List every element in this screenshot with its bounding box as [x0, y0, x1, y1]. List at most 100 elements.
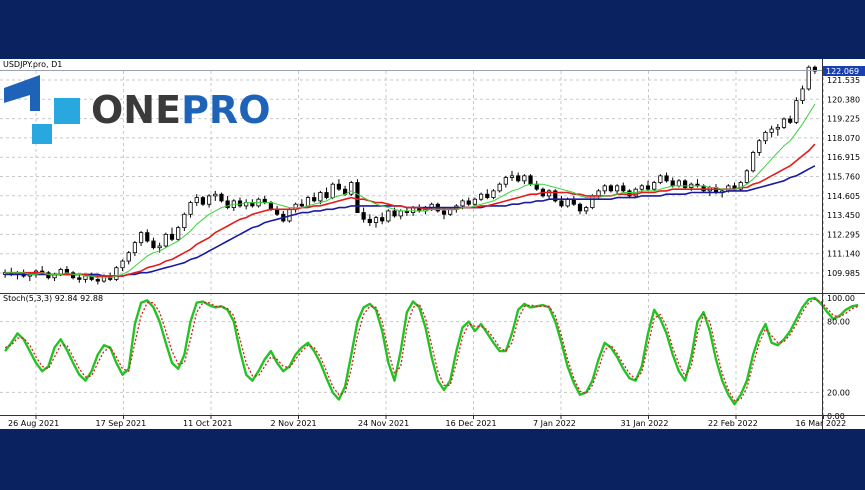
- candle-body: [46, 272, 51, 279]
- candle-body: [200, 197, 206, 205]
- candle-body: [769, 128, 774, 133]
- axes: 26 Aug 2021 17 Sep 2021 11 Oct 2021 2 Nov 2…: [8, 76, 860, 428]
- candle-body: [652, 182, 657, 190]
- candle-body: [145, 232, 150, 242]
- candle-body: [132, 242, 138, 254]
- xtick-label: 16 Mar 2022: [796, 419, 847, 428]
- xtick-label: 11 Oct 2021: [183, 419, 232, 428]
- price-tick-label: 112.295: [827, 230, 860, 239]
- stoch-signal-line: [4, 298, 859, 402]
- candle-body: [534, 183, 539, 190]
- svg-text:ONEPRO: ONEPRO: [91, 88, 271, 132]
- candle-body: [788, 118, 793, 123]
- moving-averages: [5, 103, 816, 279]
- candle-body: [627, 190, 632, 197]
- candle-body: [169, 233, 175, 240]
- candle-body: [349, 182, 354, 195]
- candle-body: [312, 197, 317, 202]
- logo-mark-blue: [4, 75, 40, 111]
- candle-body: [182, 213, 187, 229]
- candle-body: [213, 193, 218, 197]
- candle-body: [645, 185, 651, 190]
- candle-body: [682, 180, 688, 188]
- candle-body: [163, 233, 168, 247]
- candle-body: [386, 210, 391, 222]
- xtick-label: 26 Aug 2021: [8, 419, 59, 428]
- candle-body: [398, 210, 403, 217]
- candle-body: [639, 185, 644, 190]
- candle-body: [812, 66, 818, 72]
- logo-text-one: ONE: [91, 88, 181, 132]
- stoch-main-line: [4, 296, 859, 406]
- price-tick-label: 115.760: [827, 173, 860, 182]
- xtick-label: 7 Jan 2022: [533, 419, 576, 428]
- candle-body: [361, 212, 366, 220]
- candle-body: [120, 260, 125, 269]
- candle-body: [392, 210, 397, 217]
- candle-body: [219, 193, 224, 202]
- candle-body: [553, 190, 558, 202]
- price-tick-label: 114.605: [827, 192, 860, 201]
- candle-body: [95, 279, 100, 282]
- candle-body: [114, 267, 119, 280]
- candle-body: [577, 203, 583, 212]
- price-tick-label: 113.450: [827, 211, 860, 220]
- candle-body: [262, 198, 267, 203]
- stochastic-lines: [4, 296, 859, 406]
- candle-body: [584, 207, 589, 212]
- candle-body: [138, 232, 144, 244]
- candle-body: [77, 277, 82, 280]
- candle-body: [472, 198, 478, 205]
- candle-body: [380, 217, 385, 222]
- xtick-label: 24 Nov 2021: [358, 419, 409, 428]
- candle-body: [621, 185, 626, 192]
- candle-body: [614, 185, 620, 192]
- candle-body: [441, 210, 447, 215]
- candle-body: [355, 182, 360, 213]
- candle-body: [466, 200, 471, 205]
- price-tick-label: 111.140: [827, 250, 860, 259]
- logo-text-pro: PRO: [181, 88, 270, 132]
- candle-body: [318, 192, 323, 202]
- price-tick-label: 120.380: [827, 95, 860, 104]
- xtick-label: 31 Jan 2022: [621, 419, 669, 428]
- candle-body: [608, 185, 614, 192]
- candle-body: [194, 197, 199, 203]
- candle-body: [268, 202, 274, 210]
- logo: ONEPRO: [4, 75, 271, 144]
- stoch-tick-label: 20.00: [827, 388, 850, 397]
- candle-body: [658, 175, 663, 183]
- xtick-label: 22 Feb 2022: [708, 419, 758, 428]
- price-tick-label: 109.985: [827, 269, 860, 278]
- xtick-label: 17 Sep 2021: [96, 419, 147, 428]
- candle-body: [781, 118, 787, 128]
- candle-body: [70, 272, 76, 279]
- candle-body: [744, 170, 750, 183]
- candle-body: [670, 180, 675, 187]
- price-tick-label: 121.535: [827, 76, 860, 85]
- candle-body: [491, 190, 496, 198]
- price-tick-label: 116.915: [827, 153, 860, 162]
- candle-body: [176, 227, 181, 240]
- candle-body: [800, 88, 805, 102]
- grid: [0, 71, 824, 415]
- candle-body: [806, 66, 811, 90]
- candle-body: [602, 185, 607, 192]
- candle-body: [516, 175, 521, 182]
- candle-body: [188, 202, 193, 215]
- candle-body: [546, 190, 552, 197]
- ma-mid-line: [5, 143, 816, 277]
- candle-body: [757, 140, 762, 153]
- candle-body: [206, 195, 212, 205]
- ma-fast-line: [5, 103, 816, 279]
- candle-body: [478, 193, 484, 200]
- candle-body: [738, 182, 743, 190]
- candle-body: [367, 218, 372, 224]
- candle-body: [299, 203, 304, 207]
- candle-body: [305, 197, 311, 207]
- candle-body: [460, 200, 465, 207]
- candle-body: [126, 252, 131, 262]
- price-tag: [823, 66, 865, 76]
- stoch-tick-label: 0.00: [827, 412, 845, 421]
